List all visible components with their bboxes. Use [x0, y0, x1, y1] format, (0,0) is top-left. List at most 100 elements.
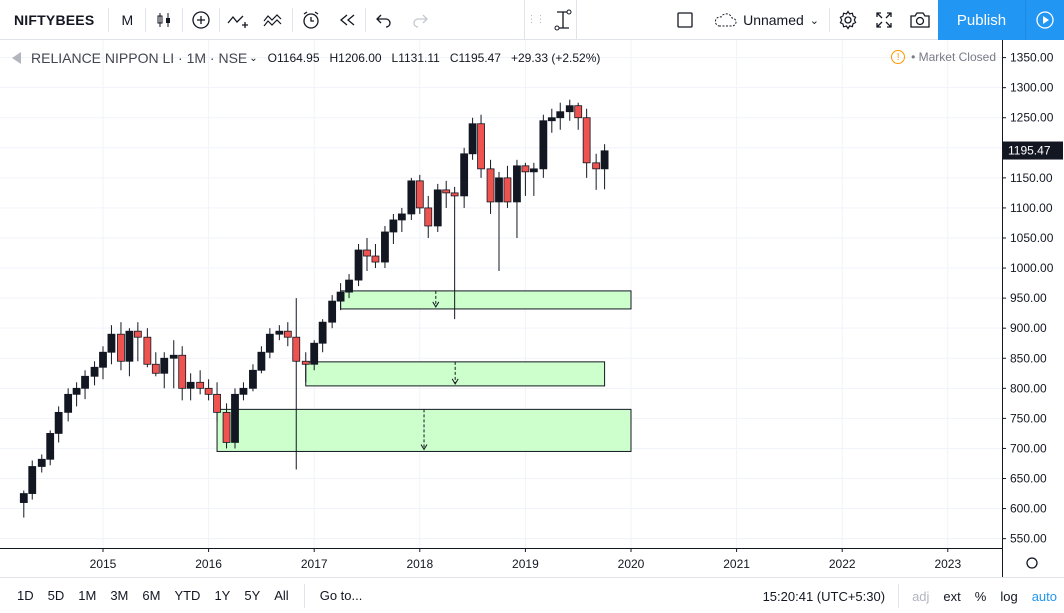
- ext-toggle[interactable]: ext: [943, 588, 961, 604]
- adj-toggle[interactable]: adj: [912, 588, 930, 604]
- chart-collapse-icon[interactable]: [12, 52, 21, 64]
- range-1m[interactable]: 1M: [78, 588, 97, 603]
- percent-toggle[interactable]: %: [974, 588, 987, 604]
- goto-button[interactable]: Go to...: [319, 588, 363, 603]
- support-zone[interactable]: [340, 290, 632, 310]
- timezone-clock[interactable]: 15:20:41 (UTC+5:30): [762, 588, 886, 604]
- candle[interactable]: [582, 117, 591, 164]
- candle[interactable]: [407, 180, 416, 215]
- candle[interactable]: [565, 105, 574, 113]
- candle[interactable]: [301, 360, 310, 365]
- candle[interactable]: [574, 105, 583, 119]
- drawing-tool-icon[interactable]: ⋮⋮: [524, 0, 577, 40]
- candle[interactable]: [318, 321, 327, 344]
- candle[interactable]: [442, 189, 451, 194]
- candle[interactable]: [54, 411, 63, 434]
- fullscreen-icon[interactable]: [866, 0, 902, 40]
- compare-icon[interactable]: [220, 0, 256, 40]
- candle[interactable]: [292, 336, 301, 362]
- candle[interactable]: [486, 168, 495, 203]
- range-1y[interactable]: 1Y: [214, 588, 231, 603]
- candle[interactable]: [547, 117, 556, 122]
- snapshot-icon[interactable]: [902, 0, 938, 40]
- candle[interactable]: [495, 177, 503, 203]
- candle[interactable]: [169, 354, 178, 359]
- candle[interactable]: [90, 366, 99, 377]
- candle[interactable]: [328, 300, 337, 323]
- candle[interactable]: [513, 165, 521, 203]
- candle[interactable]: [117, 333, 125, 362]
- chevron-down-icon[interactable]: ⌄: [249, 52, 258, 64]
- candle[interactable]: [556, 111, 565, 119]
- layout-icon[interactable]: [667, 0, 703, 40]
- candle[interactable]: [133, 330, 142, 338]
- candle[interactable]: [204, 387, 213, 395]
- candle[interactable]: [275, 330, 284, 335]
- candle[interactable]: [363, 249, 371, 257]
- chart-area[interactable]: 1350.001300.001250.001200.001150.001100.…: [0, 40, 1064, 577]
- candle[interactable]: [450, 192, 459, 197]
- candle[interactable]: [592, 162, 601, 170]
- symbol-search[interactable]: NIFTYBEES: [14, 11, 95, 28]
- candle[interactable]: [539, 120, 548, 170]
- candle[interactable]: [64, 393, 73, 413]
- indicator-plus-icon[interactable]: [183, 0, 219, 40]
- interval-button[interactable]: M: [121, 11, 134, 28]
- candle[interactable]: [196, 381, 205, 389]
- range-1d[interactable]: 1D: [17, 588, 34, 603]
- range-ytd[interactable]: YTD: [174, 588, 201, 603]
- candle[interactable]: [125, 330, 134, 362]
- drag-handle-icon[interactable]: ⋮⋮: [526, 14, 546, 25]
- auto-toggle[interactable]: auto: [1031, 588, 1057, 604]
- candle[interactable]: [160, 357, 169, 374]
- candle[interactable]: [107, 333, 116, 353]
- range-5y[interactable]: 5Y: [244, 588, 261, 603]
- candle[interactable]: [371, 255, 380, 263]
- play-icon[interactable]: [1026, 0, 1064, 40]
- candle[interactable]: [178, 354, 187, 389]
- candle[interactable]: [265, 333, 274, 353]
- candle[interactable]: [186, 381, 195, 389]
- candle[interactable]: [433, 189, 442, 227]
- range-6m[interactable]: 6M: [142, 588, 161, 603]
- candle[interactable]: [600, 150, 609, 170]
- range-all[interactable]: All: [274, 588, 289, 603]
- alert-icon[interactable]: [293, 0, 329, 40]
- candle[interactable]: [477, 123, 485, 170]
- range-5d[interactable]: 5D: [47, 588, 65, 603]
- undo-icon[interactable]: [366, 0, 402, 40]
- candle[interactable]: [37, 458, 46, 467]
- settings-icon[interactable]: [830, 0, 866, 40]
- market-status[interactable]: ! • Market Closed: [891, 50, 996, 64]
- candle[interactable]: [283, 330, 292, 338]
- candle[interactable]: [19, 493, 28, 503]
- candle[interactable]: [143, 336, 152, 365]
- candle[interactable]: [397, 213, 406, 221]
- publish-button[interactable]: Publish: [938, 0, 1026, 40]
- candle[interactable]: [257, 351, 266, 371]
- candle[interactable]: [222, 411, 231, 443]
- candle[interactable]: [28, 466, 37, 494]
- candle[interactable]: [503, 177, 512, 203]
- redo-icon[interactable]: [402, 0, 438, 40]
- candle[interactable]: [389, 219, 398, 233]
- candle[interactable]: [424, 207, 433, 227]
- candle[interactable]: [336, 291, 345, 302]
- candle[interactable]: [468, 123, 477, 155]
- candle[interactable]: [354, 249, 363, 281]
- candle[interactable]: [460, 153, 469, 197]
- candle[interactable]: [151, 363, 160, 374]
- candle[interactable]: [239, 387, 248, 395]
- candle[interactable]: [46, 433, 55, 460]
- layout-name-button[interactable]: Unnamed ⌄: [703, 12, 829, 28]
- log-toggle[interactable]: log: [1000, 588, 1018, 604]
- candle[interactable]: [415, 180, 424, 209]
- candle[interactable]: [529, 168, 538, 173]
- series-title[interactable]: RELIANCE NIPPON LI · 1M · NSE: [31, 50, 248, 66]
- candle[interactable]: [99, 351, 107, 368]
- candle[interactable]: [81, 375, 89, 389]
- candle[interactable]: [310, 342, 319, 365]
- candle[interactable]: [345, 279, 353, 293]
- candle[interactable]: [213, 393, 221, 413]
- scale-settings-icon[interactable]: [1026, 557, 1038, 569]
